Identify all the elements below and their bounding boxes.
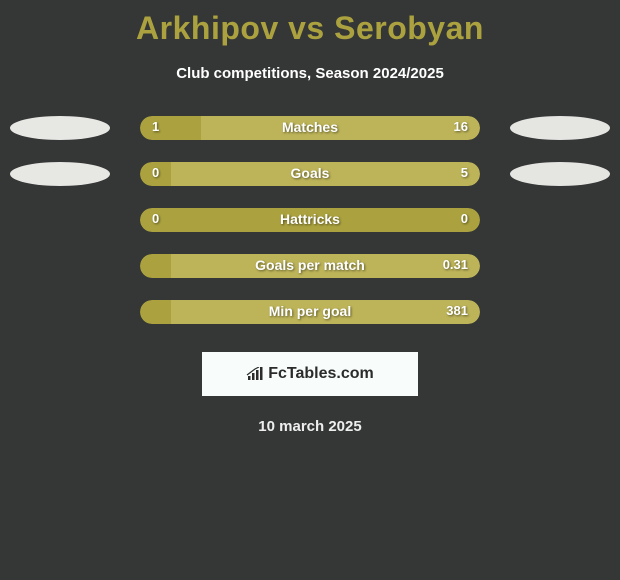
date-label: 10 march 2025 [0,418,620,435]
stats-chart: 116Matches05Goals00Hattricks0.31Goals pe… [0,110,620,340]
stat-row: 0.31Goals per match [0,248,620,294]
stat-label: Goals per match [0,257,620,273]
stat-label: Matches [0,119,620,135]
stat-label: Min per goal [0,303,620,319]
stat-label: Goals [0,165,620,181]
stat-label: Hattricks [0,211,620,227]
stat-row: 00Hattricks [0,202,620,248]
brand-label: FcTables.com [246,365,374,383]
stat-row: 381Min per goal [0,294,620,340]
bar-chart-icon [246,367,264,381]
comparison-title: Arkhipov vs Serobyan [0,0,620,47]
brand-box: FcTables.com [202,352,418,396]
brand-text: FcTables.com [268,365,374,383]
comparison-subtitle: Club competitions, Season 2024/2025 [0,65,620,82]
stat-row: 05Goals [0,156,620,202]
stat-row: 116Matches [0,110,620,156]
